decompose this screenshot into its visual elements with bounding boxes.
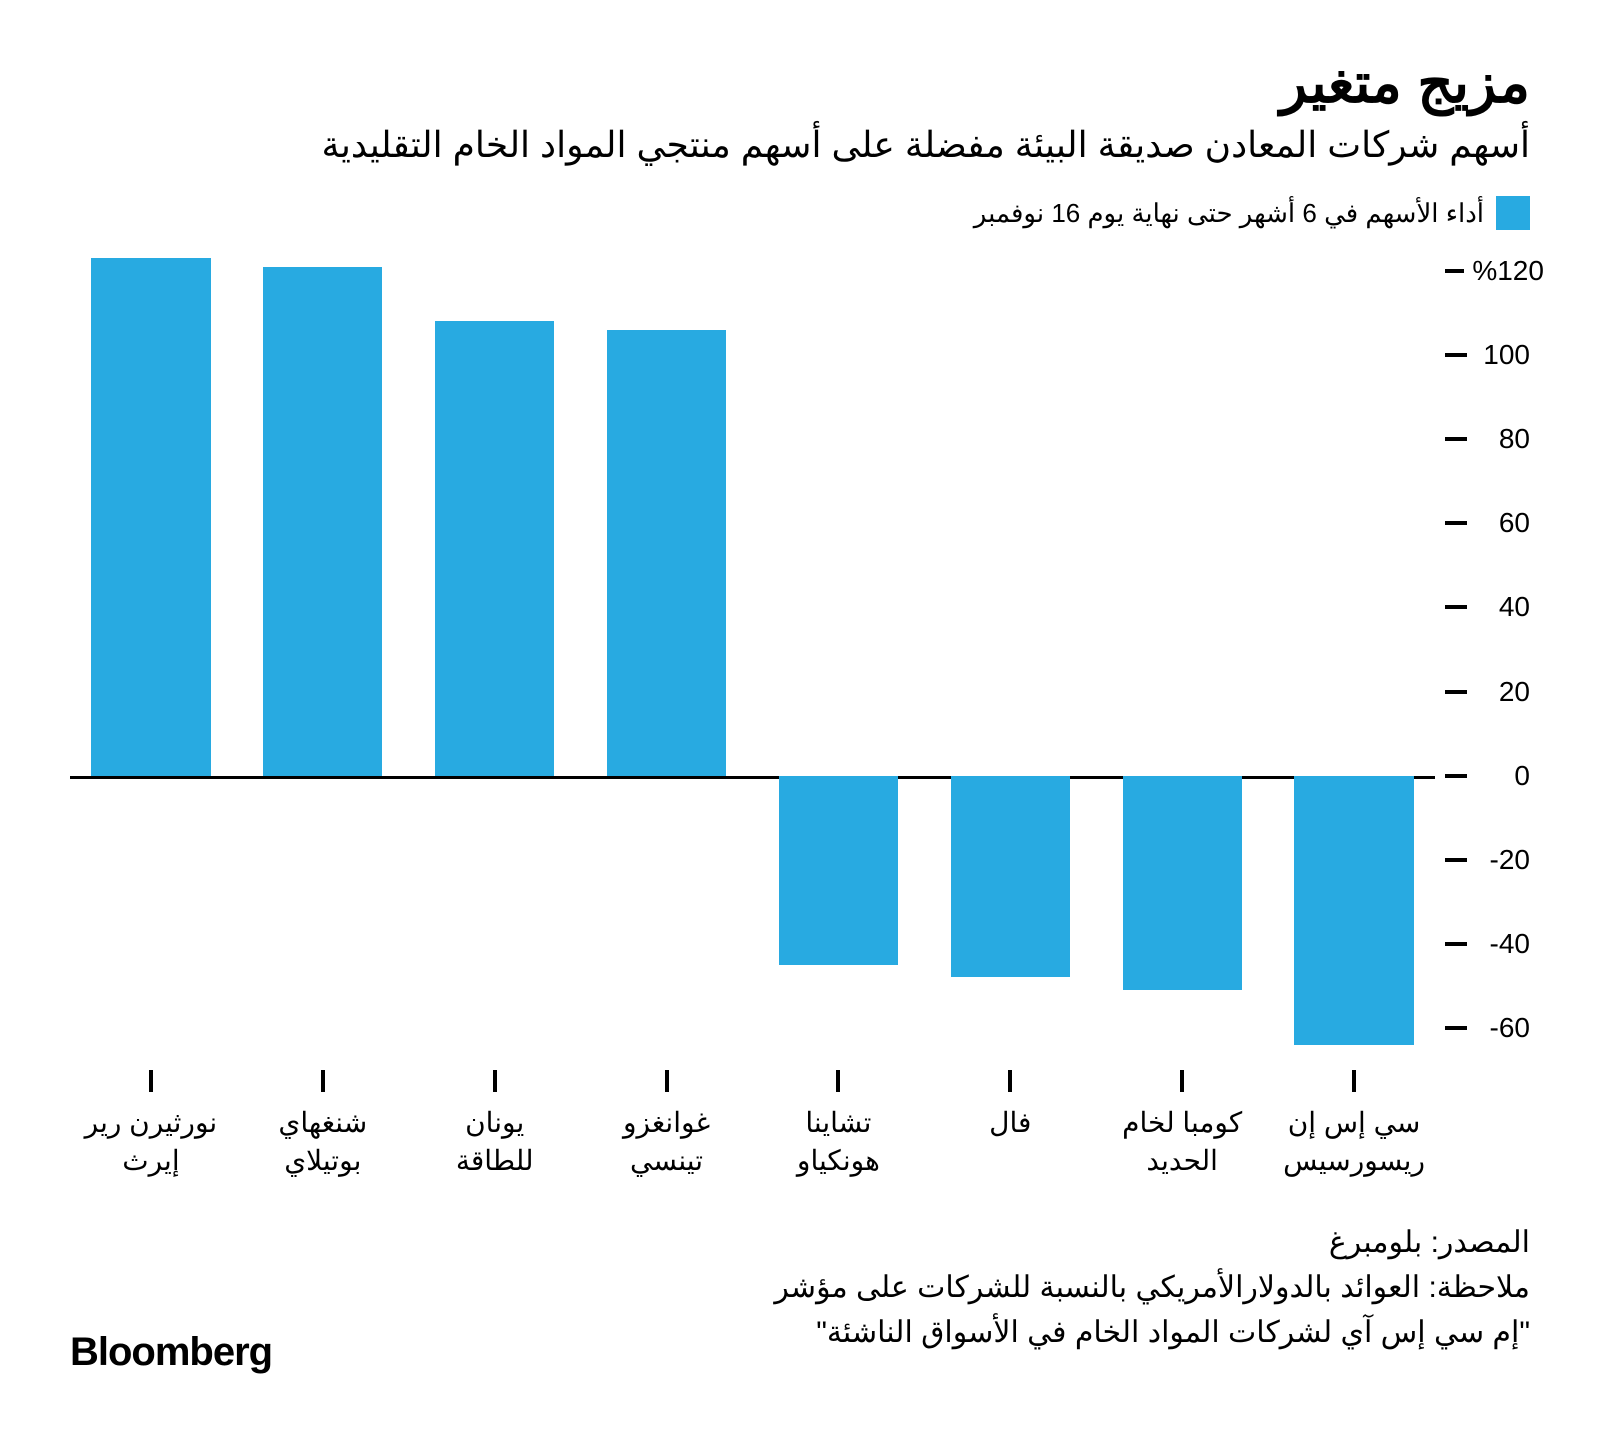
x-label: سي إس إن ريسورسيس [1283,1104,1425,1180]
y-tick: 60 [1445,507,1530,539]
x-label: كومبا لخام الحديد [1111,1104,1253,1180]
bar [263,267,382,776]
x-label-slot: غوانغزو تينسي [596,1070,738,1190]
y-tick-mark [1445,605,1467,609]
x-label-slot: تشاينا هونكياو [767,1070,909,1190]
legend-swatch [1496,196,1530,230]
bar [779,776,898,965]
chart-footer: المصدر: بلومبرغ ملاحظة: العوائد بالدولار… [70,1220,1530,1355]
bar-slot [768,250,910,1070]
y-tick: -40 [1445,928,1530,960]
y-tick-mark [1445,942,1467,946]
y-tick-mark [1445,1026,1467,1030]
y-tick: %120 [1445,255,1530,287]
y-tick: 40 [1445,591,1530,623]
y-tick-label: %120 [1472,255,1530,287]
x-label-slot: نورثيرن رير إيرث [80,1070,222,1190]
bar-slot [1111,250,1253,1070]
note-line-2: "إم سي إس آي لشركات المواد الخام في الأس… [70,1310,1530,1355]
x-label: فال [939,1104,1081,1142]
x-axis: سي إس إن ريسورسيس كومبا لخام الحديد فال تشا… [70,1070,1435,1190]
y-tick: 20 [1445,676,1530,708]
chart-subtitle: أسهم شركات المعادن صديقة البيئة مفضلة عل… [70,124,1530,166]
bar [1123,776,1242,990]
y-tick-mark [1445,521,1467,525]
y-tick-mark [1445,437,1467,441]
x-tick-mark [321,1070,325,1092]
bar-slot [1283,250,1425,1070]
y-tick-mark [1445,353,1467,357]
bar-slot [80,250,222,1070]
x-label: غوانغزو تينسي [596,1104,738,1180]
x-label-slot: سي إس إن ريسورسيس [1283,1070,1425,1190]
x-tick-mark [1180,1070,1184,1092]
y-tick-label: 100 [1475,339,1530,371]
x-label-slot: يونان للطاقة [424,1070,566,1190]
y-tick-label: 80 [1475,423,1530,455]
plot-area [70,250,1435,1070]
x-label: شنغهاي بوتيلاي [252,1104,394,1180]
x-tick-mark [665,1070,669,1092]
bar [607,330,726,776]
bar-slot [424,250,566,1070]
y-tick-label: 40 [1475,591,1530,623]
bars-container [70,250,1435,1070]
x-label: يونان للطاقة [424,1104,566,1180]
y-axis: %120 100 80 60 40 20 0 -20 -40 -60 [1445,250,1530,1070]
bar [951,776,1070,978]
y-tick-label: 60 [1475,507,1530,539]
y-tick: 100 [1445,339,1530,371]
y-tick-label: 20 [1475,676,1530,708]
x-tick-mark [149,1070,153,1092]
x-tick-mark [836,1070,840,1092]
y-tick: -60 [1445,1012,1530,1044]
bar-slot [252,250,394,1070]
legend: أداء الأسهم في 6 أشهر حتى نهاية يوم 16 ن… [70,196,1530,230]
y-tick: 80 [1445,423,1530,455]
bar-slot [596,250,738,1070]
x-tick-mark [1008,1070,1012,1092]
y-tick-mark [1445,690,1467,694]
x-label: نورثيرن رير إيرث [80,1104,222,1180]
bar [91,258,210,775]
y-tick: 0 [1445,760,1530,792]
chart: %120 100 80 60 40 20 0 -20 -40 -60 سي إس إن ريسور… [70,250,1530,1190]
y-tick-mark [1445,858,1467,862]
x-tick-mark [493,1070,497,1092]
y-tick: -20 [1445,844,1530,876]
y-tick-mark [1445,774,1467,778]
chart-title: مزيج متغير [70,50,1530,116]
bar [1294,776,1413,1045]
bar-slot [939,250,1081,1070]
y-tick-label: -20 [1475,844,1530,876]
note-line-1: ملاحظة: العوائد بالدولارالأمريكي بالنسبة… [70,1265,1530,1310]
x-label-slot: فال [939,1070,1081,1190]
bloomberg-logo: Bloomberg [70,1330,272,1375]
y-tick-label: 0 [1475,760,1530,792]
y-tick-label: -60 [1475,1012,1530,1044]
x-tick-mark [1352,1070,1356,1092]
y-tick-label: -40 [1475,928,1530,960]
x-label: تشاينا هونكياو [767,1104,909,1180]
x-label-slot: شنغهاي بوتيلاي [252,1070,394,1190]
x-label-slot: كومبا لخام الحديد [1111,1070,1253,1190]
legend-label: أداء الأسهم في 6 أشهر حتى نهاية يوم 16 ن… [974,198,1484,229]
y-tick-mark [1445,269,1464,273]
source-text: المصدر: بلومبرغ [70,1220,1530,1265]
bar [435,321,554,775]
